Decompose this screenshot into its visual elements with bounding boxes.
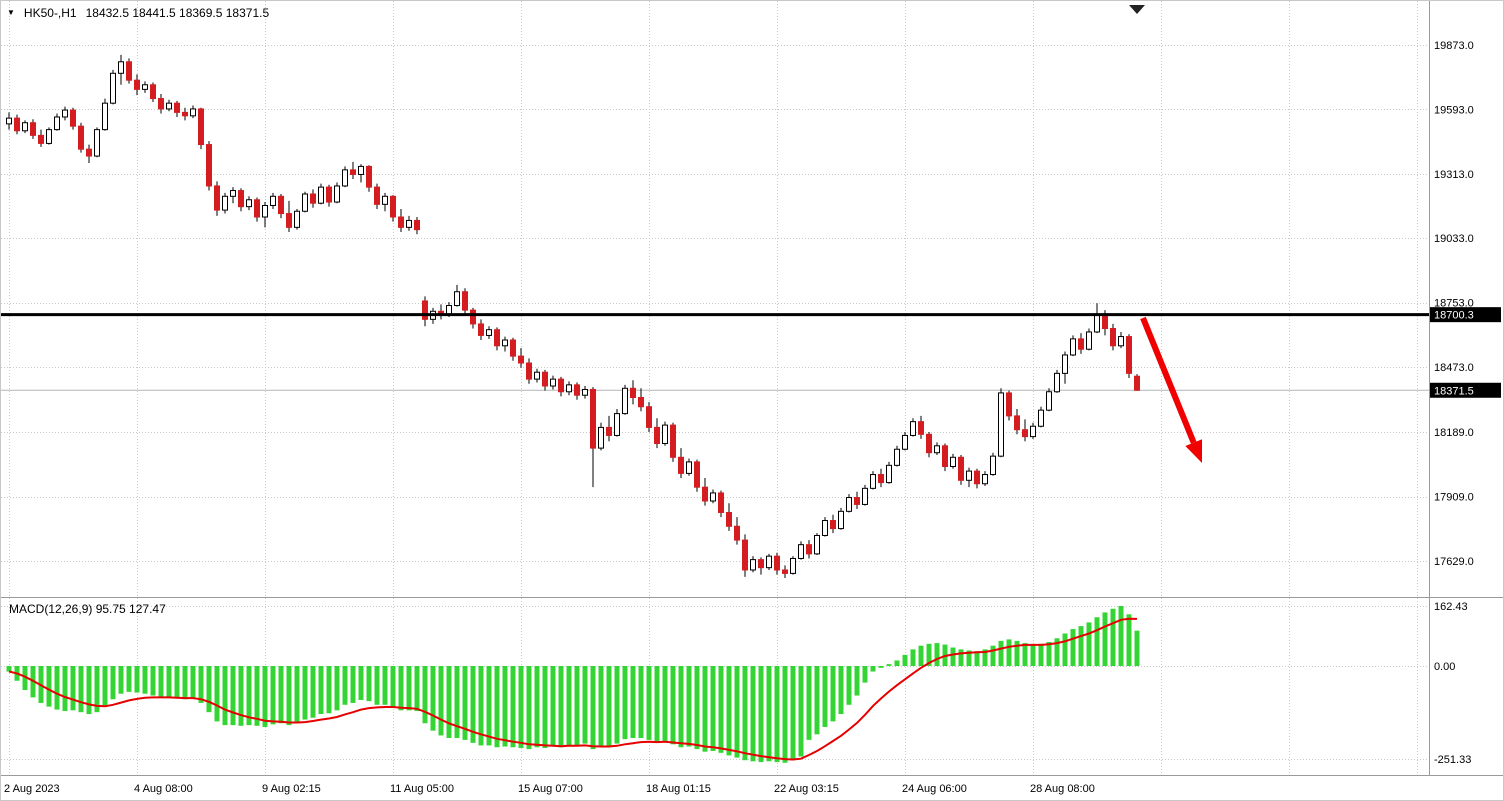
time-scale-area[interactable] [1, 774, 1503, 800]
price-tick-label: 17629.0 [1434, 556, 1474, 568]
symbol-marker-icon: ▼ [7, 8, 15, 17]
time-tick-label: 18 Aug 01:15 [646, 783, 711, 795]
candles-layer [6, 54, 1140, 579]
time-tick-label: 24 Aug 06:00 [902, 783, 967, 795]
symbol-timeframe-label: HK50-,H1 [23, 6, 77, 20]
time-tick-label: 4 Aug 08:00 [134, 783, 193, 795]
price-tick-label: 18189.0 [1434, 427, 1474, 439]
time-tick-label: 22 Aug 03:15 [774, 783, 839, 795]
price-tick-label: 19873.0 [1434, 40, 1474, 52]
macd-tick-label: 162.43 [1434, 601, 1468, 613]
time-axis: 2 Aug 2023 4 Aug 08:00 9 Aug 02:15 11 Aug 0… [4, 783, 1095, 795]
resistance-price-badge-label: 18700.3 [1434, 310, 1474, 322]
last-bar-marker-icon [1129, 5, 1145, 14]
macd-tick-label: 0.00 [1434, 661, 1455, 673]
price-tick-label: 19313.0 [1434, 169, 1474, 181]
time-tick-label: 15 Aug 07:00 [518, 783, 583, 795]
price-tick-label: 19593.0 [1434, 104, 1474, 116]
grid-layer [1, 1, 1429, 775]
time-tick-label: 11 Aug 05:00 [390, 783, 454, 795]
macd-signal-line [8, 617, 1138, 761]
resistance-price-badge [1430, 307, 1501, 323]
time-tick-label: 28 Aug 08:00 [1030, 783, 1095, 795]
macd-tick-label: -251.33 [1434, 754, 1471, 766]
chart-header: ▼ HK50-,H1 18432.5 18441.5 18369.5 18371… [7, 6, 269, 20]
price-axis: 19873.0 19593.0 19313.0 19033.0 18753.0 18473… [1434, 40, 1474, 766]
price-tick-label: 18473.0 [1434, 362, 1474, 374]
time-tick-label: 9 Aug 02:15 [262, 783, 321, 795]
price-scale-area[interactable] [1428, 1, 1503, 775]
ohlc-readout: 18432.5 18441.5 18369.5 18371.5 [85, 6, 270, 20]
current-price-badge [1430, 382, 1501, 398]
current-price-badge-label: 18371.5 [1434, 385, 1474, 397]
trend-arrow-annotation[interactable] [1140, 316, 1203, 463]
price-tick-label: 19033.0 [1434, 233, 1474, 245]
macd-histogram [6, 606, 1140, 763]
price-tick-label: 18753.0 [1434, 298, 1474, 310]
price-tick-label: 17909.0 [1434, 492, 1474, 504]
macd-indicator-label: MACD(12,26,9) 95.75 127.47 [9, 602, 166, 616]
time-tick-label: 2 Aug 2023 [4, 783, 60, 795]
